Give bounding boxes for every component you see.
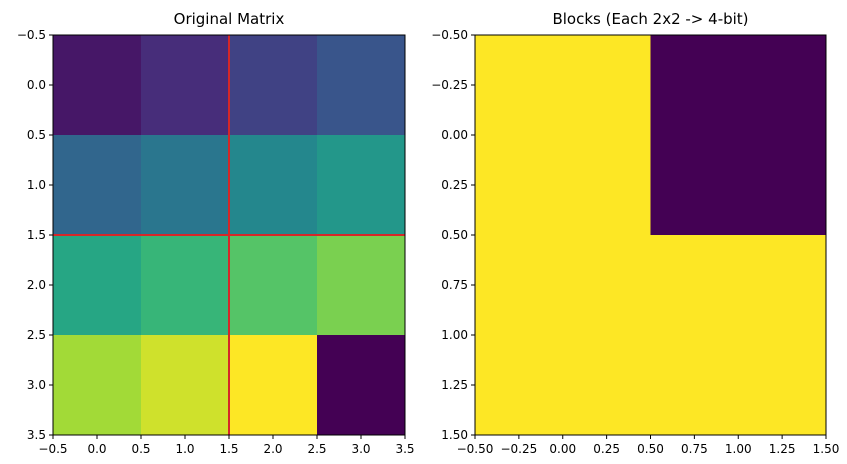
heatmap-cell [53,135,141,235]
x-tick-label: 1.0 [175,442,194,456]
y-tick-label: 1.0 [27,178,46,192]
x-tick-label: 0.50 [637,442,664,456]
x-tick-label: 2.0 [263,442,282,456]
blocks-plot: Blocks (Each 2x2 -> 4-bit) −0.50 −0.25 0.0… [431,10,839,456]
heatmap-cell [229,135,317,235]
original-matrix-plot: Original Matrix −0.5 0.0 0.5 1.0 1.5 2.0 2.5 3.… [17,10,415,456]
y-tick-label: 1.5 [27,228,46,242]
heatmap-cell [141,235,229,335]
y-tick-label: −0.50 [431,28,468,42]
heatmap-cell [475,235,651,435]
y-tick-label: 0.0 [27,78,46,92]
y-tick-label: 3.0 [27,378,46,392]
blocks-title: Blocks (Each 2x2 -> 4-bit) [552,10,748,28]
original-matrix-cells [53,35,405,435]
y-tick-label: 0.75 [441,278,468,292]
y-tick-label: −0.5 [17,28,46,42]
y-tick-label: 3.5 [27,428,46,442]
blocks-x-axis: −0.50 −0.25 0.00 0.25 0.50 0.75 1.00 1.25 1.50 [457,435,840,456]
original-matrix-x-axis: −0.5 0.0 0.5 1.0 1.5 2.0 2.5 3.0 3.5 [38,435,415,456]
x-tick-label: 3.5 [395,442,414,456]
heatmap-cell [229,35,317,135]
x-tick-label: 2.5 [307,442,326,456]
y-tick-label: 0.25 [441,178,468,192]
x-tick-label: 1.5 [219,442,238,456]
x-tick-label: 1.00 [725,442,752,456]
blocks-cells [475,35,826,435]
heatmap-cell [317,335,405,435]
heatmap-cell [141,335,229,435]
heatmap-cell [53,235,141,335]
x-tick-label: 0.00 [549,442,576,456]
heatmap-cell [53,335,141,435]
y-tick-label: 1.50 [441,428,468,442]
original-matrix-title: Original Matrix [174,10,285,28]
y-tick-label: 0.50 [441,228,468,242]
heatmap-cell [317,35,405,135]
x-tick-label: 0.75 [681,442,708,456]
y-tick-label: 1.00 [441,328,468,342]
heatmap-cell [317,235,405,335]
heatmap-cell [229,235,317,335]
x-tick-label: 1.25 [769,442,796,456]
heatmap-cell [475,35,651,235]
y-tick-label: 0.00 [441,128,468,142]
x-tick-label: −0.5 [38,442,67,456]
y-tick-label: 1.25 [441,378,468,392]
y-tick-label: 2.5 [27,328,46,342]
heatmap-cell [317,135,405,235]
y-tick-label: 2.0 [27,278,46,292]
y-tick-label: −0.25 [431,78,468,92]
x-tick-label: 3.0 [351,442,370,456]
original-matrix-y-axis: −0.5 0.0 0.5 1.0 1.5 2.0 2.5 3.0 3.5 [17,28,53,442]
x-tick-label: −0.50 [457,442,494,456]
blocks-y-axis: −0.50 −0.25 0.00 0.25 0.50 0.75 1.00 1.25 1.50 [431,28,475,442]
x-tick-label: 1.50 [813,442,840,456]
heatmap-cell [141,135,229,235]
heatmap-cell [650,235,826,435]
x-tick-label: 0.5 [131,442,150,456]
x-tick-label: −0.25 [500,442,537,456]
heatmap-cell [141,35,229,135]
heatmap-cell [53,35,141,135]
y-tick-label: 0.5 [27,128,46,142]
original-matrix-block-lines [53,35,405,435]
x-tick-label: 0.25 [593,442,620,456]
heatmap-cell [650,35,826,235]
heatmap-cell [229,335,317,435]
x-tick-label: 0.0 [87,442,106,456]
